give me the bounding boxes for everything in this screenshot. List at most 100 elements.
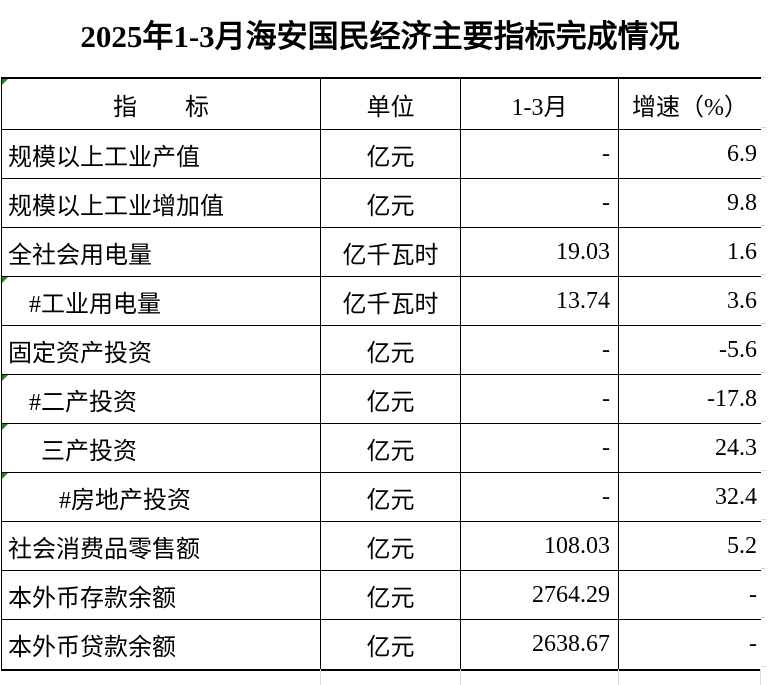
unit-cell[interactable]: 亿元 — [321, 571, 461, 619]
growth-cell[interactable]: 9.8 — [619, 179, 761, 227]
growth-cell[interactable]: 6.9 — [619, 130, 761, 178]
table-row: #工业用电量 亿千瓦时 13.74 3.6 — [2, 277, 761, 326]
value-cell[interactable]: 13.74 — [461, 277, 619, 325]
indicator-cell[interactable]: 三产投资 — [2, 424, 321, 472]
table-row: 本外币存款余额 亿元 2764.29 - — [2, 571, 761, 620]
growth-cell[interactable]: 5.2 — [619, 522, 761, 570]
unit-cell[interactable]: 亿元 — [321, 179, 461, 227]
table-row: 固定资产投资 亿元 - -5.6 — [2, 326, 761, 375]
unit-label: 亿元 — [366, 438, 415, 465]
indicators-table: 指 标 单位 1-3月 增速（%） 规模以上工业产值 亿元 - 6.9 规模以上… — [1, 77, 761, 671]
error-indicator-icon — [2, 424, 8, 430]
growth-cell[interactable]: 24.3 — [619, 424, 761, 472]
growth-cell[interactable]: -17.8 — [619, 375, 761, 423]
value-cell[interactable]: 108.03 — [461, 522, 619, 570]
value-cell[interactable]: 2638.67 — [461, 620, 619, 669]
unit-label: 亿元 — [366, 144, 415, 171]
unit-cell[interactable]: 亿元 — [321, 473, 461, 521]
value-cell[interactable]: - — [461, 424, 619, 472]
growth-cell[interactable]: -5.6 — [619, 326, 761, 374]
growth-label: -5.6 — [719, 336, 757, 363]
header-unit-label: 单位 — [366, 94, 415, 121]
unit-label: 亿元 — [366, 389, 415, 416]
value-cell[interactable]: - — [461, 179, 619, 227]
value-label: - — [602, 336, 610, 363]
indicator-cell[interactable]: #工业用电量 — [2, 277, 321, 325]
page-title: 2025年1-3月海安国民经济主要指标完成情况 — [80, 19, 680, 54]
growth-cell[interactable]: - — [619, 571, 761, 619]
growth-label: -17.8 — [707, 385, 757, 412]
header-growth[interactable]: 增速（%） — [619, 79, 761, 129]
table-row: 规模以上工业增加值 亿元 - 9.8 — [2, 179, 761, 228]
header-indicator-label: 指 标 — [113, 94, 209, 121]
table-header-row: 指 标 单位 1-3月 增速（%） — [2, 79, 761, 130]
value-cell[interactable]: - — [461, 130, 619, 178]
growth-label: 32.4 — [715, 483, 757, 510]
indicator-cell[interactable]: 本外币存款余额 — [2, 571, 321, 619]
indicator-cell[interactable]: #二产投资 — [2, 375, 321, 423]
value-cell[interactable]: - — [461, 375, 619, 423]
unit-cell[interactable]: 亿千瓦时 — [321, 277, 461, 325]
indicator-cell[interactable]: 全社会用电量 — [2, 228, 321, 276]
unit-label: 亿千瓦时 — [342, 291, 439, 318]
unit-label: 亿元 — [366, 340, 415, 367]
header-period-label: 1-3月 — [511, 94, 568, 121]
growth-label: - — [749, 631, 757, 657]
header-indicator[interactable]: 指 标 — [2, 79, 321, 129]
header-unit[interactable]: 单位 — [321, 79, 461, 129]
indicator-cell[interactable]: 固定资产投资 — [2, 326, 321, 374]
unit-cell[interactable]: 亿元 — [321, 375, 461, 423]
unit-cell[interactable]: 亿元 — [321, 522, 461, 570]
indicator-cell[interactable]: 本外币贷款余额 — [2, 620, 321, 669]
indicator-label: #房地产投资 — [59, 487, 191, 514]
error-indicator-icon — [2, 277, 8, 283]
value-cell[interactable]: - — [461, 326, 619, 374]
growth-cell[interactable]: - — [619, 620, 761, 669]
value-label: - — [602, 385, 610, 412]
value-label: 2764.29 — [532, 581, 610, 608]
value-label: - — [602, 483, 610, 510]
unit-cell[interactable]: 亿元 — [321, 326, 461, 374]
growth-label: 6.9 — [727, 140, 757, 167]
value-label: - — [602, 434, 610, 461]
value-cell[interactable]: - — [461, 473, 619, 521]
error-indicator-icon — [2, 375, 8, 381]
growth-cell[interactable]: 1.6 — [619, 228, 761, 276]
growth-label: 24.3 — [715, 434, 757, 461]
value-label: - — [602, 189, 610, 216]
header-period[interactable]: 1-3月 — [461, 79, 619, 129]
error-indicator-icon — [2, 79, 8, 85]
value-label: 13.74 — [556, 287, 610, 314]
indicator-label: 全社会用电量 — [8, 242, 152, 269]
table-row: #房地产投资 亿元 - 32.4 — [2, 473, 761, 522]
table-row: 规模以上工业产值 亿元 - 6.9 — [2, 130, 761, 179]
table-row: 全社会用电量 亿千瓦时 19.03 1.6 — [2, 228, 761, 277]
indicator-label: 本外币贷款余额 — [8, 635, 176, 661]
growth-label: 3.6 — [727, 287, 757, 314]
indicator-cell[interactable]: 规模以上工业产值 — [2, 130, 321, 178]
indicator-label: 规模以上工业增加值 — [8, 193, 224, 220]
growth-cell[interactable]: 32.4 — [619, 473, 761, 521]
value-cell[interactable]: 2764.29 — [461, 571, 619, 619]
unit-label: 亿元 — [366, 193, 415, 220]
growth-cell[interactable]: 3.6 — [619, 277, 761, 325]
value-label: 108.03 — [544, 532, 610, 559]
indicator-label: 规模以上工业产值 — [8, 144, 200, 171]
value-label: 19.03 — [556, 238, 610, 265]
unit-label: 亿元 — [366, 585, 415, 612]
growth-label: - — [749, 581, 757, 608]
gridline-extension — [761, 127, 766, 668]
unit-cell[interactable]: 亿千瓦时 — [321, 228, 461, 276]
gridline-extension — [761, 77, 766, 78]
indicator-label: #工业用电量 — [29, 291, 161, 318]
value-cell[interactable]: 19.03 — [461, 228, 619, 276]
error-indicator-icon — [2, 473, 8, 479]
value-label: - — [602, 140, 610, 167]
unit-cell[interactable]: 亿元 — [321, 620, 461, 669]
unit-cell[interactable]: 亿元 — [321, 130, 461, 178]
indicator-cell[interactable]: #房地产投资 — [2, 473, 321, 521]
unit-cell[interactable]: 亿元 — [321, 424, 461, 472]
indicator-cell[interactable]: 规模以上工业增加值 — [2, 179, 321, 227]
gridline-vertical — [760, 669, 761, 685]
indicator-cell[interactable]: 社会消费品零售额 — [2, 522, 321, 570]
